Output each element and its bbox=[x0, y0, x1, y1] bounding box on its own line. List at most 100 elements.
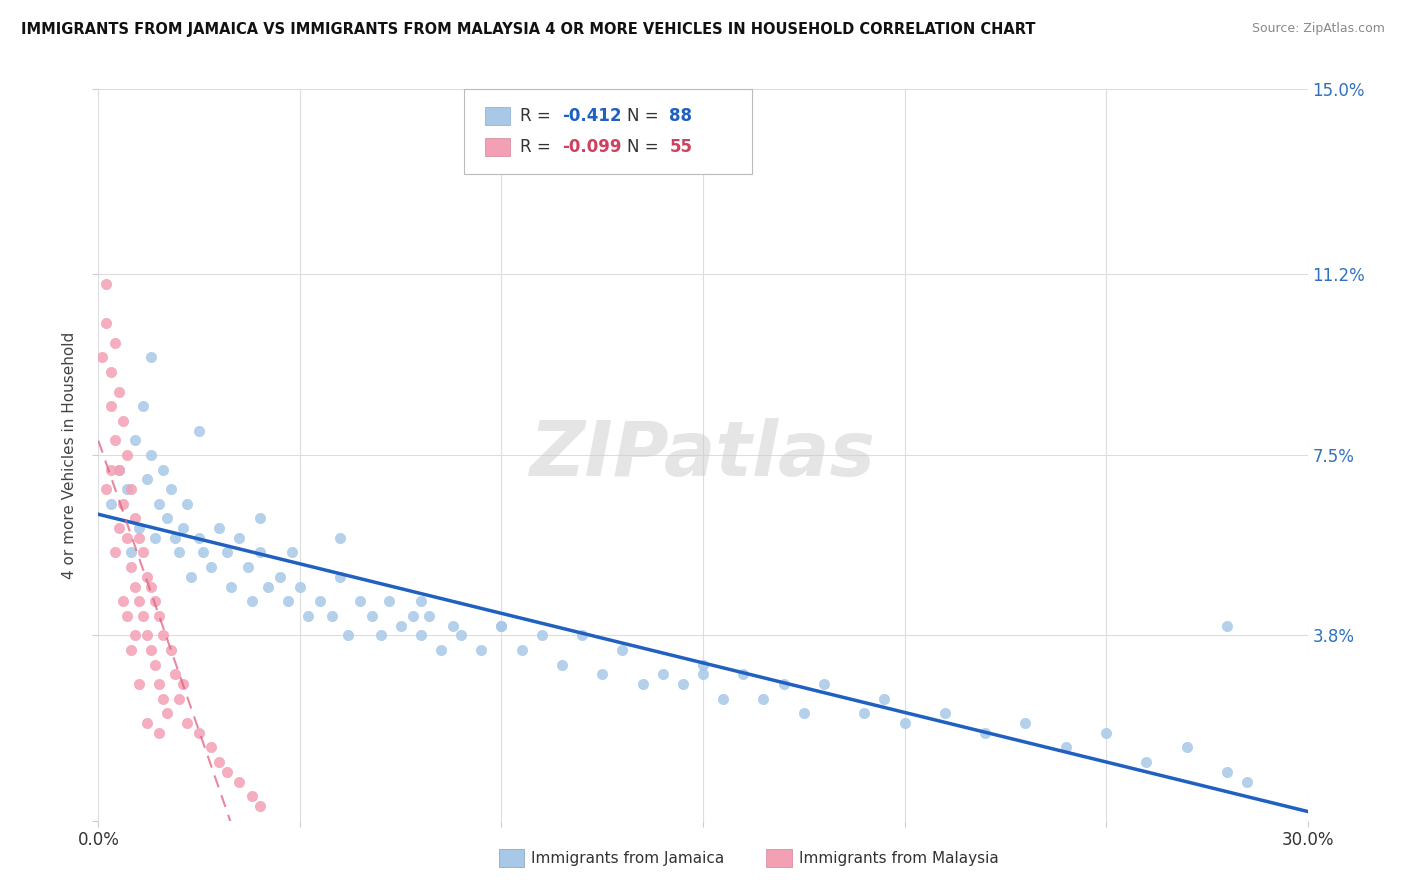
Point bbox=[409, 628, 432, 642]
Point bbox=[530, 628, 553, 642]
Point bbox=[1014, 716, 1036, 731]
Point bbox=[111, 497, 134, 511]
Point bbox=[176, 497, 198, 511]
Point bbox=[124, 511, 146, 525]
Point bbox=[430, 643, 453, 657]
Point bbox=[139, 580, 162, 594]
Point bbox=[160, 643, 183, 657]
Point bbox=[152, 628, 174, 642]
Point bbox=[124, 628, 146, 642]
Point bbox=[409, 594, 432, 608]
Point bbox=[139, 643, 162, 657]
Point bbox=[974, 726, 997, 740]
Point bbox=[120, 482, 142, 496]
Point bbox=[132, 545, 155, 559]
Point bbox=[491, 618, 513, 632]
Point bbox=[115, 531, 138, 545]
Point bbox=[491, 618, 513, 632]
Point bbox=[167, 691, 190, 706]
Point bbox=[793, 706, 815, 721]
Point bbox=[249, 799, 271, 814]
Point bbox=[612, 643, 634, 657]
Point bbox=[1236, 774, 1258, 789]
Text: R =: R = bbox=[520, 107, 557, 125]
Point bbox=[402, 608, 425, 623]
Point bbox=[100, 365, 122, 379]
Point bbox=[128, 521, 150, 535]
Point bbox=[103, 545, 125, 559]
Point bbox=[672, 677, 695, 691]
Text: -0.099: -0.099 bbox=[562, 138, 621, 156]
Point bbox=[281, 545, 304, 559]
Point bbox=[172, 677, 194, 691]
Point bbox=[152, 691, 174, 706]
Point bbox=[128, 677, 150, 691]
Point bbox=[152, 462, 174, 476]
Point bbox=[115, 482, 138, 496]
Point bbox=[135, 628, 157, 642]
Point bbox=[813, 677, 835, 691]
Point bbox=[128, 594, 150, 608]
Point bbox=[160, 482, 183, 496]
Point bbox=[256, 580, 278, 594]
Point bbox=[143, 594, 166, 608]
Point bbox=[163, 667, 186, 681]
Point bbox=[377, 594, 399, 608]
Text: Immigrants from Malaysia: Immigrants from Malaysia bbox=[799, 851, 998, 865]
Point bbox=[96, 316, 118, 330]
Point bbox=[103, 335, 125, 350]
Point bbox=[288, 580, 311, 594]
Point bbox=[249, 511, 271, 525]
Point bbox=[148, 608, 170, 623]
Point bbox=[240, 789, 263, 804]
Point bbox=[249, 545, 271, 559]
Point bbox=[349, 594, 371, 608]
Point bbox=[124, 434, 146, 448]
Text: -0.412: -0.412 bbox=[562, 107, 621, 125]
Point bbox=[111, 414, 134, 428]
Point bbox=[711, 691, 734, 706]
Point bbox=[1216, 764, 1239, 779]
Point bbox=[297, 608, 319, 623]
Point bbox=[139, 448, 162, 462]
Point bbox=[208, 755, 231, 769]
Point bbox=[651, 667, 673, 681]
Point bbox=[329, 570, 352, 584]
Point bbox=[217, 764, 239, 779]
Point bbox=[591, 667, 613, 681]
Point bbox=[733, 667, 755, 681]
Point bbox=[418, 608, 440, 623]
Point bbox=[91, 351, 114, 365]
Point bbox=[120, 643, 142, 657]
Point bbox=[200, 560, 222, 574]
Point bbox=[361, 608, 384, 623]
Point bbox=[470, 643, 492, 657]
Point bbox=[188, 531, 211, 545]
Point bbox=[100, 399, 122, 413]
Text: Immigrants from Jamaica: Immigrants from Jamaica bbox=[531, 851, 724, 865]
Point bbox=[132, 608, 155, 623]
Point bbox=[752, 691, 775, 706]
Point bbox=[111, 594, 134, 608]
Point bbox=[309, 594, 332, 608]
Point bbox=[193, 545, 215, 559]
Point bbox=[389, 618, 412, 632]
Point bbox=[1095, 726, 1118, 740]
Point bbox=[115, 448, 138, 462]
Point bbox=[853, 706, 876, 721]
Point bbox=[167, 545, 190, 559]
Point bbox=[450, 628, 472, 642]
Point bbox=[208, 521, 231, 535]
Point bbox=[120, 545, 142, 559]
Point bbox=[893, 716, 915, 731]
Point bbox=[188, 726, 211, 740]
Point bbox=[571, 628, 593, 642]
Text: N =: N = bbox=[627, 107, 664, 125]
Point bbox=[107, 384, 129, 399]
Point bbox=[132, 399, 155, 413]
Point bbox=[180, 570, 202, 584]
Point bbox=[217, 545, 239, 559]
Point bbox=[156, 511, 179, 525]
Point bbox=[100, 497, 122, 511]
Point bbox=[337, 628, 360, 642]
